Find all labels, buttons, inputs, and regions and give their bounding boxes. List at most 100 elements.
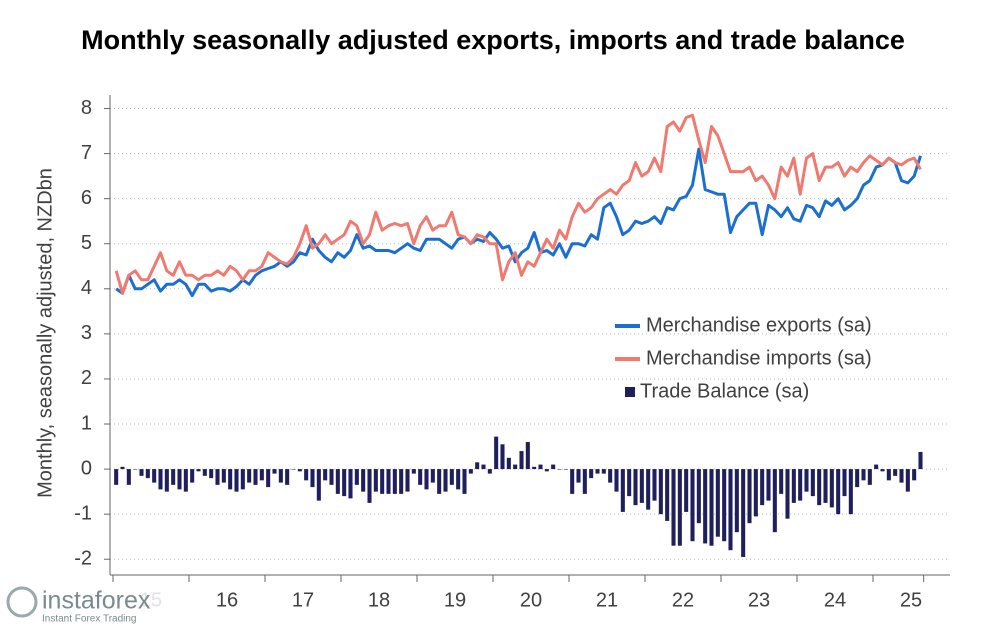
bar <box>582 469 587 494</box>
bar <box>259 469 264 481</box>
bar <box>418 469 423 485</box>
legend-label: Merchandise exports (sa) <box>646 314 872 336</box>
bar <box>798 469 803 501</box>
bar <box>456 469 461 490</box>
x-tick-label: 19 <box>444 589 466 611</box>
bar <box>893 469 898 476</box>
bar <box>772 469 777 533</box>
bar <box>462 469 467 494</box>
bar <box>538 464 543 470</box>
x-tick-label: 21 <box>596 589 618 611</box>
bar <box>918 451 923 470</box>
y-tick-label: 7 <box>81 142 92 164</box>
bar <box>614 469 619 492</box>
bar <box>304 469 309 481</box>
bar <box>411 469 416 474</box>
bar <box>506 457 511 470</box>
bar <box>253 469 258 485</box>
bar <box>133 469 138 470</box>
bar <box>228 469 233 490</box>
bar <box>842 469 847 497</box>
bar <box>342 469 347 497</box>
bar <box>399 469 404 494</box>
bar <box>310 469 315 488</box>
bar <box>880 469 885 472</box>
bar <box>519 451 524 470</box>
bar <box>532 466 537 470</box>
bar <box>703 469 708 544</box>
bar <box>576 469 581 483</box>
bar <box>323 469 328 481</box>
bar <box>639 469 644 503</box>
bar <box>424 469 429 490</box>
y-tick-label: 5 <box>81 232 92 254</box>
bar <box>209 469 214 479</box>
bar <box>715 469 720 537</box>
line <box>115 147 922 298</box>
bar <box>114 469 119 485</box>
y-tick-label: 0 <box>81 457 92 479</box>
bar <box>215 469 220 485</box>
bar <box>855 469 860 488</box>
bar <box>190 469 195 483</box>
bar <box>475 462 480 470</box>
x-tick-label: 20 <box>520 589 542 611</box>
bar <box>272 469 277 474</box>
bar <box>544 469 549 472</box>
chart-title: Monthly seasonally adjusted exports, imp… <box>81 25 905 55</box>
bar <box>449 469 454 485</box>
bar <box>722 469 727 542</box>
bar <box>791 469 796 503</box>
bar <box>620 469 625 512</box>
bar <box>696 469 701 524</box>
x-tick-label: 17 <box>292 589 314 611</box>
bar <box>525 442 530 470</box>
bar <box>158 469 163 490</box>
bar <box>905 469 910 492</box>
bar <box>380 469 385 494</box>
bar <box>595 469 600 474</box>
bar <box>171 469 176 485</box>
bar <box>665 469 670 521</box>
bar <box>557 469 562 470</box>
y-tick-label: 6 <box>81 187 92 209</box>
y-tick-label: 8 <box>81 97 92 119</box>
bar <box>658 469 663 515</box>
bar <box>500 444 505 470</box>
bar <box>177 469 182 490</box>
bar <box>601 469 606 474</box>
y-tick-label: 4 <box>81 277 92 299</box>
bar <box>912 469 917 481</box>
bar <box>329 469 334 485</box>
bar <box>652 469 657 501</box>
watermark-name: instaforex <box>42 587 151 615</box>
bar <box>468 469 473 474</box>
y-tick-label: 3 <box>81 322 92 344</box>
x-tick-label: 25 <box>900 589 922 611</box>
bar <box>563 469 568 470</box>
x-tick-label: 24 <box>824 589 846 611</box>
bar <box>633 469 638 506</box>
y-tick-label: -1 <box>74 502 92 524</box>
watermark-logo <box>6 586 38 618</box>
bar <box>779 469 784 494</box>
bar <box>285 469 290 485</box>
bar <box>291 469 296 470</box>
bar <box>481 464 486 470</box>
bar <box>196 469 201 472</box>
bar <box>551 464 556 470</box>
line <box>114 113 922 295</box>
bar <box>487 469 492 474</box>
bar <box>430 469 435 483</box>
bar <box>753 469 758 517</box>
bar <box>848 469 853 515</box>
bar <box>646 469 651 510</box>
bar <box>183 469 188 492</box>
bar <box>297 469 302 472</box>
bar <box>589 469 594 479</box>
bar <box>760 469 765 506</box>
bar <box>709 469 714 546</box>
bar <box>234 469 239 492</box>
bar <box>823 469 828 503</box>
